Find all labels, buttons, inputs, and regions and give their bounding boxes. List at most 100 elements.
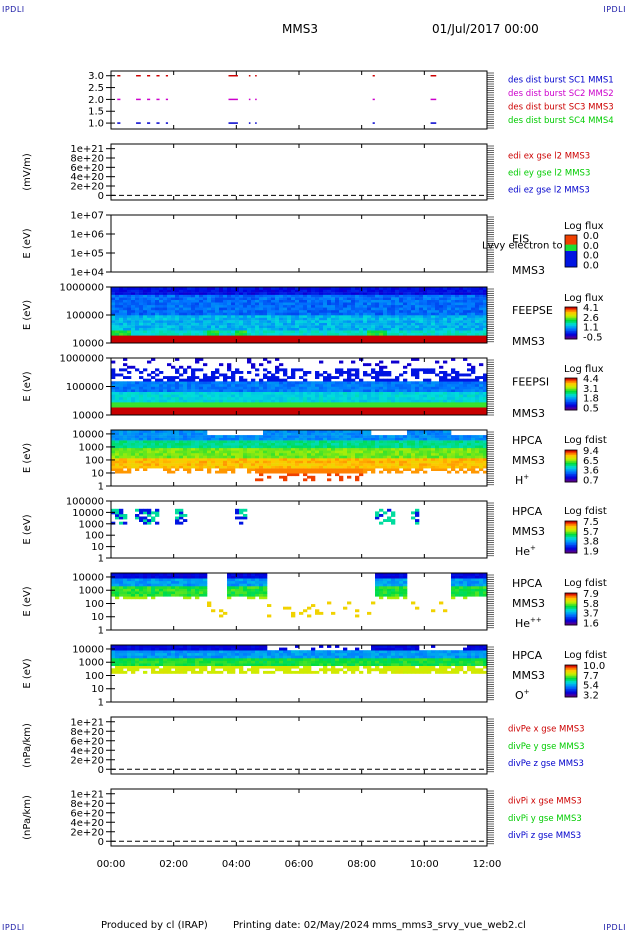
spectrogram-cell xyxy=(415,320,420,323)
spectrogram-cell xyxy=(347,307,352,311)
spectrogram-cell xyxy=(395,330,400,334)
spectrogram-cell xyxy=(427,320,432,323)
colorbar-cell xyxy=(565,263,577,266)
spectrogram-cell xyxy=(279,409,284,413)
spectrogram-cell xyxy=(247,299,252,303)
spectrogram-cell xyxy=(431,297,436,300)
spectrogram-cell xyxy=(343,320,348,323)
spectrogram-cell xyxy=(223,440,228,443)
spectrogram-cell xyxy=(463,381,468,385)
spectrogram-cell xyxy=(415,307,420,311)
spectrogram-cell xyxy=(335,317,340,321)
overlay-text: Lvvy electron to xyxy=(482,241,563,252)
spectrogram-cell xyxy=(371,381,376,385)
spectrogram-cell xyxy=(123,455,128,459)
spectrogram-cell xyxy=(375,363,380,367)
spectrogram-cell xyxy=(199,287,204,290)
spectrogram-cell xyxy=(291,335,296,339)
spectrogram-cell xyxy=(471,404,476,408)
spectrogram-cell xyxy=(267,378,272,382)
spectrogram-cell xyxy=(383,317,388,321)
spectrogram-cell xyxy=(127,325,132,328)
spectrogram-cell xyxy=(151,386,156,390)
spectrogram-cell xyxy=(267,468,272,471)
spectrogram-cell xyxy=(167,297,172,300)
spectrogram-cell xyxy=(399,307,404,311)
spectrogram-cell xyxy=(295,399,300,403)
spectrogram-cell xyxy=(175,317,180,321)
spectrogram-cell xyxy=(275,335,280,339)
spectrogram-cell xyxy=(443,376,448,379)
spectrogram-cell xyxy=(267,465,272,469)
spectrogram-cell xyxy=(159,386,164,390)
spectrogram-cell xyxy=(319,463,324,466)
spectrogram-cell xyxy=(335,437,340,441)
spectrogram-cell xyxy=(295,317,300,321)
spectrogram-cell xyxy=(183,412,188,416)
spectrogram-cell xyxy=(339,452,344,456)
spectrogram-cell xyxy=(227,442,232,446)
spectrogram-cell xyxy=(327,289,332,293)
spectrogram-cell xyxy=(247,332,252,336)
spectrogram-cell xyxy=(175,297,180,300)
spectrogram-cell xyxy=(371,371,376,374)
spectrogram-cell xyxy=(303,312,308,316)
spectrogram-cell xyxy=(123,430,128,433)
spectrogram-cell xyxy=(315,289,320,293)
spectrogram-cell xyxy=(319,460,324,464)
spectrogram-cell xyxy=(179,378,184,382)
colorbar-cell xyxy=(565,392,577,395)
spectrogram-cell xyxy=(219,317,224,321)
spectrogram-cell xyxy=(423,389,428,392)
spectrogram-cell xyxy=(219,463,224,466)
spectrogram-cell xyxy=(331,399,336,403)
spectrogram-cell xyxy=(279,452,284,456)
spectrogram-cell xyxy=(483,404,488,408)
spectrogram-cell xyxy=(115,450,120,454)
spectrogram-cell xyxy=(271,335,276,339)
spectrogram-cell xyxy=(183,432,188,436)
spectrogram-cell xyxy=(287,292,292,295)
spectrogram-cell xyxy=(291,332,296,336)
spectrogram-cell xyxy=(307,455,312,459)
spectrogram-cell xyxy=(131,330,136,334)
spectrogram-cell xyxy=(199,432,204,436)
spectrogram-cell xyxy=(419,402,424,405)
spectrogram-cell xyxy=(147,442,152,446)
spectrogram-cell xyxy=(207,330,212,334)
spectrogram-cell xyxy=(179,432,184,436)
spectrogram-cell xyxy=(451,404,456,408)
spectrogram-cell xyxy=(287,473,292,477)
spectrogram-cell xyxy=(335,445,340,449)
spectrogram-cell xyxy=(187,465,192,469)
spectrogram-cell xyxy=(259,399,264,403)
spectrogram-cell xyxy=(211,399,216,403)
spectrogram-cell xyxy=(339,391,344,395)
spectrogram-cell xyxy=(311,445,316,449)
spectrogram-cell xyxy=(375,383,380,387)
spectrogram-cell xyxy=(283,304,288,308)
spectrogram-cell xyxy=(363,363,368,367)
spectrogram-cell xyxy=(207,468,212,471)
spectrogram-cell xyxy=(215,325,220,328)
spectrogram-cell xyxy=(447,373,452,377)
spectrogram-cell xyxy=(171,315,176,318)
spectrogram-cell xyxy=(299,381,304,385)
spectrogram-cell xyxy=(263,383,268,387)
spectrogram-cell xyxy=(411,302,416,306)
spectrogram-cell xyxy=(215,376,220,379)
spectrogram-cell xyxy=(151,440,156,443)
spectrogram-cell xyxy=(123,299,128,303)
spectrogram-cell xyxy=(151,287,156,290)
spectrogram-cell xyxy=(439,407,444,411)
spectrogram-cell xyxy=(191,315,196,318)
spectrogram-cell xyxy=(339,371,344,374)
spectrogram-cell xyxy=(327,315,332,318)
colorbar-cell xyxy=(565,334,577,337)
spectrogram-cell xyxy=(343,432,348,436)
spectrogram-cell xyxy=(115,452,120,456)
spectrogram-cell xyxy=(159,394,164,398)
spectrogram-cell xyxy=(283,302,288,306)
spectrogram-cell xyxy=(327,460,332,464)
spectrogram-cell xyxy=(151,327,156,331)
